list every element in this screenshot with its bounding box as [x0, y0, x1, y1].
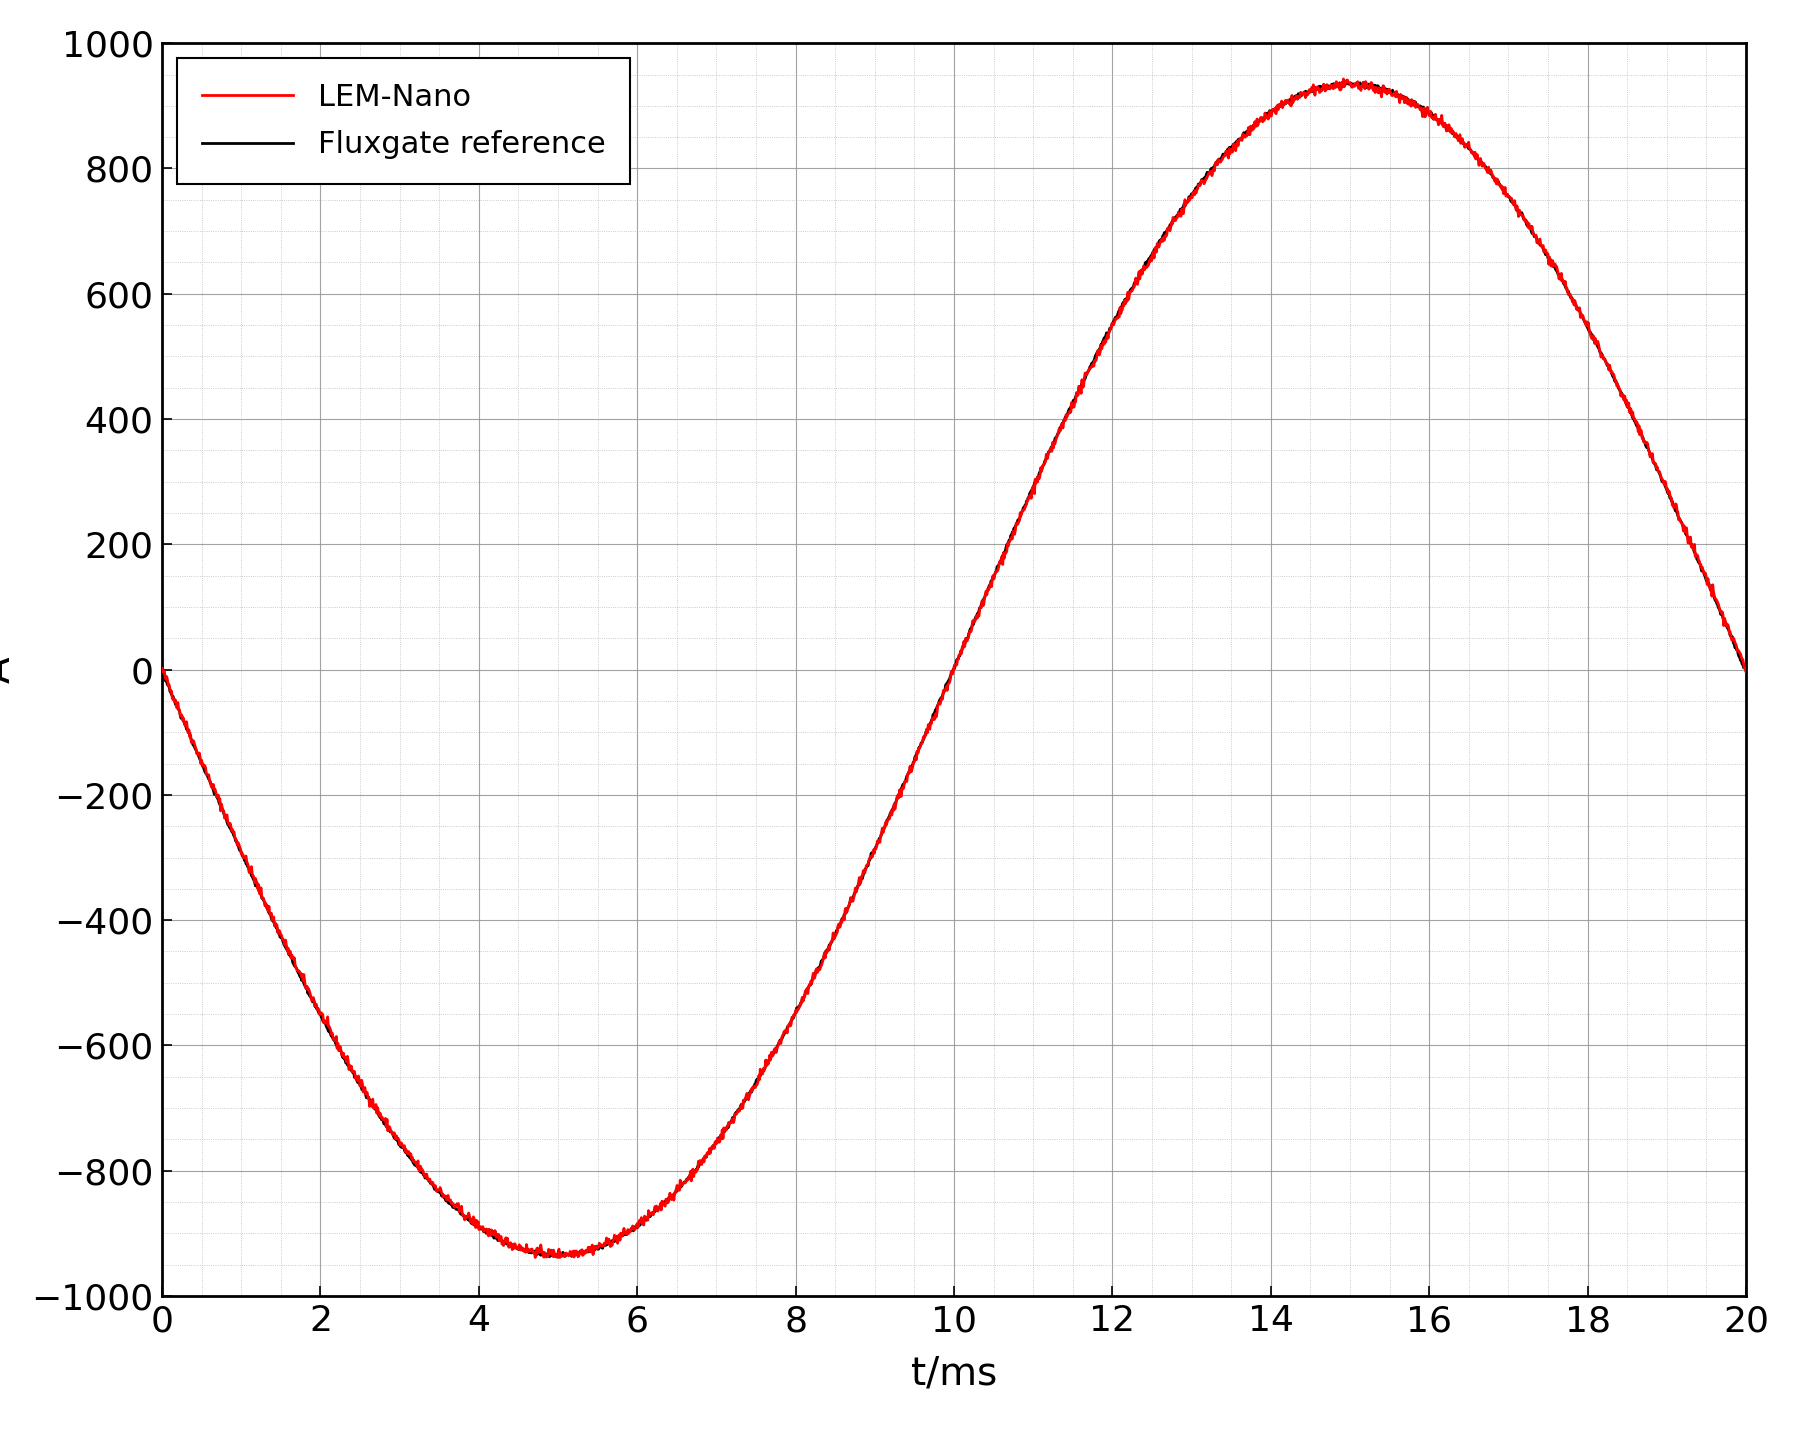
- Fluxgate reference: [1735, 662, 1757, 680]
- LEM-Nano: [1690, 560, 1712, 577]
- Fluxgate reference: [880, 805, 902, 822]
- Fluxgate reference: [1336, 73, 1357, 91]
- LEM-Nano: [232, 845, 254, 863]
- Fluxgate reference: [538, 1248, 560, 1266]
- LEM-Nano: [151, 660, 173, 677]
- Fluxgate reference: [1690, 559, 1712, 576]
- Y-axis label: A: A: [0, 657, 18, 683]
- Legend: LEM-Nano, Fluxgate reference: LEM-Nano, Fluxgate reference: [176, 59, 630, 184]
- Line: LEM-Nano: LEM-Nano: [162, 79, 1746, 1257]
- Fluxgate reference: [922, 706, 943, 723]
- X-axis label: t/ms: t/ms: [911, 1355, 997, 1392]
- LEM-Nano: [880, 802, 902, 819]
- LEM-Nano: [1332, 71, 1354, 88]
- LEM-Nano: [1735, 662, 1757, 680]
- Fluxgate reference: [1400, 94, 1422, 111]
- LEM-Nano: [922, 711, 943, 729]
- LEM-Nano: [549, 1248, 571, 1266]
- Fluxgate reference: [232, 848, 254, 865]
- LEM-Nano: [1400, 98, 1422, 115]
- Fluxgate reference: [151, 664, 173, 681]
- Fluxgate reference: [1690, 563, 1712, 580]
- Line: Fluxgate reference: Fluxgate reference: [162, 82, 1746, 1257]
- LEM-Nano: [1690, 556, 1712, 573]
